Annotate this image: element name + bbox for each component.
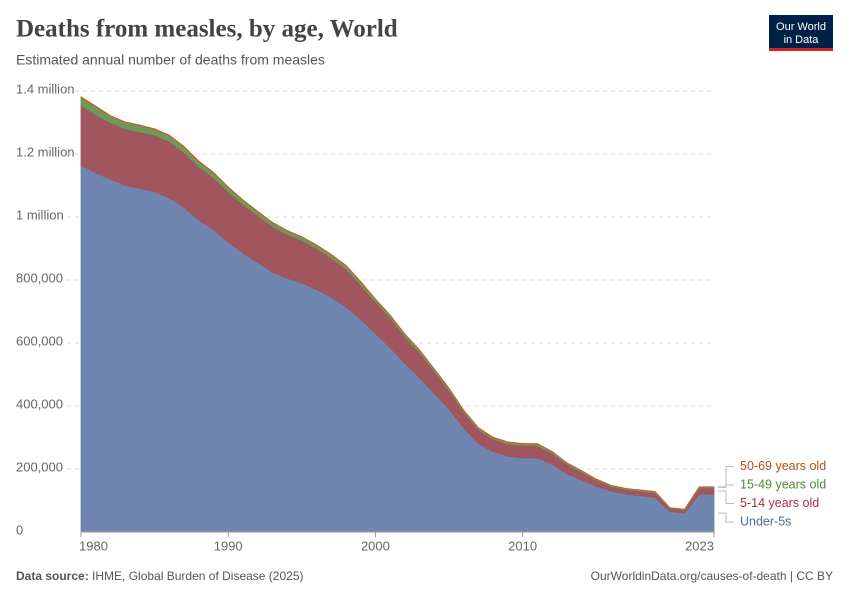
x-tick-label: 2000 — [361, 538, 390, 553]
y-tick-label: 1.2 million — [16, 144, 75, 159]
logo[interactable]: Our World in Data — [769, 15, 833, 51]
logo-stripe — [769, 48, 833, 51]
y-tick-label: 800,000 — [16, 270, 63, 285]
x-tick-label: 1980 — [79, 538, 108, 553]
legend-label: Under-5s — [740, 514, 791, 528]
credit: OurWorldinData.org/causes-of-death | CC … — [591, 569, 833, 583]
y-tick-label: 1 million — [16, 207, 64, 222]
legend-label: 50-69 years old — [740, 459, 826, 473]
logo-text: in Data — [784, 34, 820, 46]
source-text: IHME, Global Burden of Disease (2025) — [92, 569, 303, 583]
y-tick-label: 400,000 — [16, 396, 63, 411]
area — [80, 95, 715, 510]
chart-subtitle: Estimated annual number of deaths from m… — [16, 52, 325, 68]
source: Data source: IHME, Global Burden of Dise… — [16, 569, 303, 583]
legend-label: 5-14 years old — [740, 496, 819, 510]
y-tick-label: 200,000 — [16, 459, 63, 474]
legend-label: 15-49 years old — [740, 477, 826, 491]
logo-box — [769, 15, 833, 50]
legend-connector — [718, 490, 734, 504]
y-tick-label: 1.4 million — [16, 81, 75, 96]
x-tick-label: 1990 — [214, 538, 243, 553]
logo-text: Our World — [776, 21, 826, 33]
legend-connector — [718, 512, 734, 523]
chart-title: Deaths from measles, by age, World — [16, 16, 398, 43]
x-tick-label: 2010 — [508, 538, 537, 553]
source-label: Data source: — [16, 569, 89, 583]
y-tick-label: 0 — [16, 522, 23, 537]
x-tick-label: 2023 — [685, 538, 714, 553]
legend-connector — [718, 466, 734, 488]
y-tick-label: 600,000 — [16, 333, 63, 348]
